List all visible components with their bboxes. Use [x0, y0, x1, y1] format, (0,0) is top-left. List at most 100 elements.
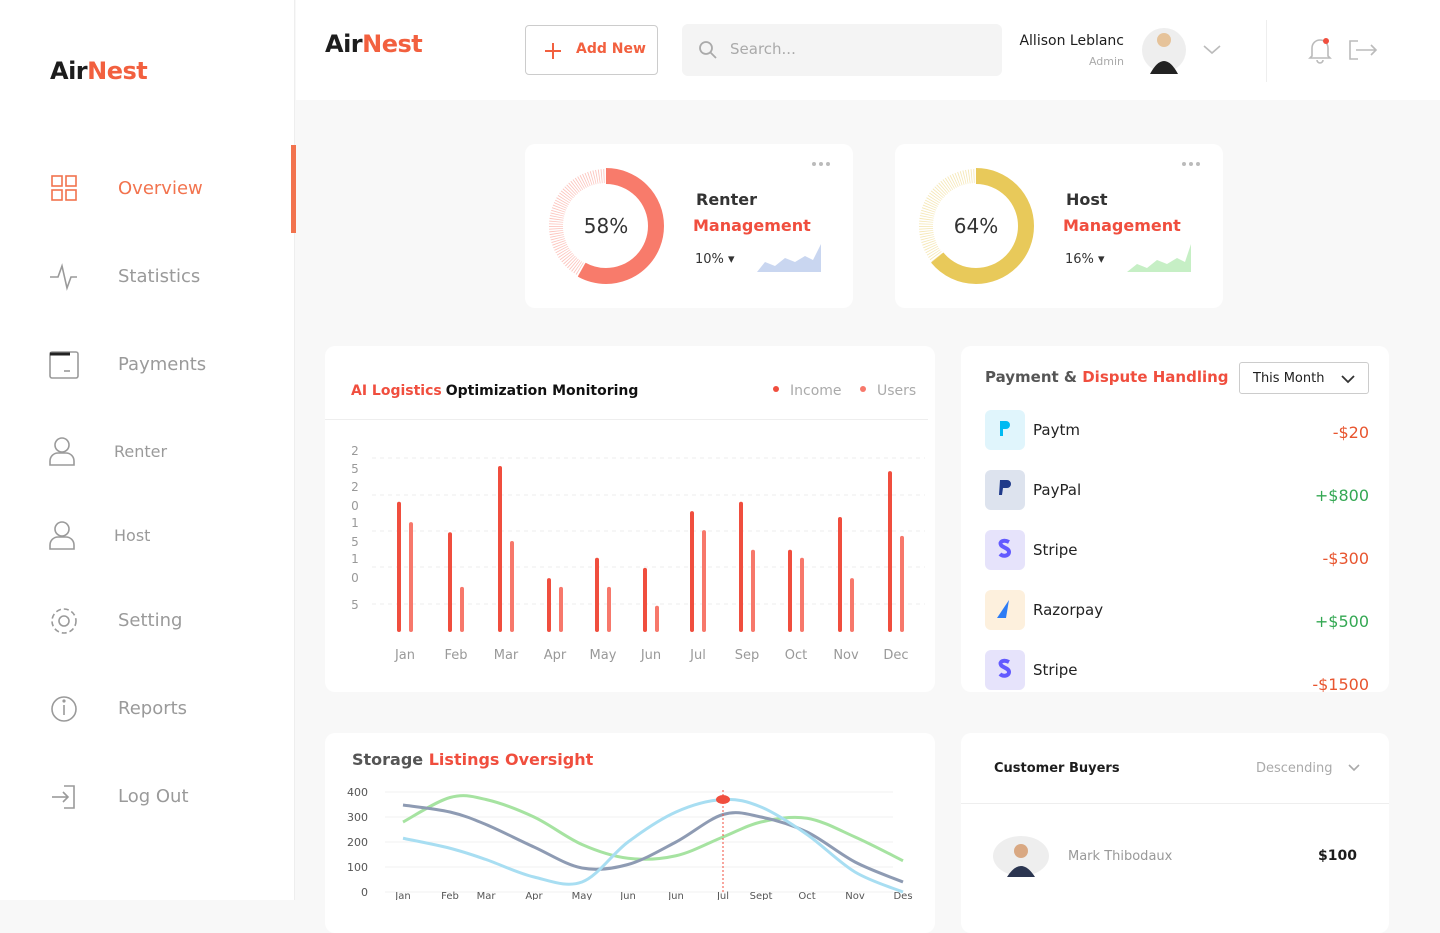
sidebar: AirNest Overview Statistics Payments Ren…: [0, 0, 296, 900]
logo-bg: [985, 410, 1025, 450]
nav-item[interactable]: Reports: [118, 698, 188, 719]
active-indicator: [291, 145, 296, 233]
renter-card: Renter Management 10% ▾: [525, 144, 853, 308]
filter-label: This Month: [1253, 371, 1325, 386]
icon-logout: [52, 785, 75, 809]
nav-item[interactable]: Setting: [118, 610, 183, 631]
card-change: 10% ▾: [695, 252, 735, 267]
storage-title: Storage Listings Oversight: [352, 750, 593, 769]
payment-logo: [985, 590, 1025, 630]
logo-glyph: [1000, 421, 1010, 436]
logo-glyph: [998, 538, 1012, 558]
user-widget[interactable]: [1142, 24, 1242, 78]
logo-second: Nest: [87, 57, 148, 85]
avatar-face: [1157, 33, 1171, 47]
logo-second: Nest: [362, 30, 423, 58]
customer-amount: $100: [1318, 848, 1357, 864]
card-title: Host: [1066, 190, 1108, 209]
host-card: Host Management 16% ▾: [895, 144, 1223, 308]
nav-item[interactable]: Overview: [118, 178, 203, 199]
add-new-button[interactable]: Add New: [525, 25, 658, 75]
search-placeholder: Search...: [730, 40, 796, 58]
payment-logo: [985, 650, 1025, 690]
payments-card: Payment & Dispute Handling This Month Pa…: [961, 346, 1389, 692]
change-value: 16%: [1065, 252, 1094, 267]
logo-glyph: [997, 600, 1009, 618]
logo[interactable]: AirNest: [325, 30, 423, 58]
logo-glyph: [999, 480, 1011, 495]
icon-host: [49, 521, 75, 550]
customer-name: Mark Thibodaux: [1068, 849, 1173, 864]
logo-glyph: [998, 658, 1012, 678]
add-new-label: Add New: [576, 41, 646, 57]
payment-name: Stripe: [1033, 661, 1078, 679]
logo-first: Air: [325, 30, 363, 58]
payment-name: PayPal: [1033, 481, 1082, 499]
card-title: Renter: [696, 190, 757, 209]
logo-bg: [985, 470, 1025, 510]
customer-avatar: [993, 836, 1049, 877]
sparkline: [757, 244, 821, 272]
payment-amount: -$20: [1332, 423, 1369, 442]
nav-item[interactable]: Host: [114, 526, 151, 545]
logo[interactable]: AirNest: [50, 57, 148, 85]
nav-item[interactable]: Log Out: [118, 786, 189, 807]
plus-icon: [545, 43, 561, 59]
payment-name: Paytm: [1033, 421, 1080, 439]
payment-amount: +$800: [1314, 486, 1369, 505]
logo-first: Air: [50, 57, 88, 85]
storage-card: Storage Listings Oversight: [325, 733, 935, 933]
card-change: 16% ▾: [1065, 252, 1105, 267]
header-icons: [1308, 38, 1378, 64]
avatar: [1142, 28, 1186, 72]
chevron: [1348, 764, 1360, 772]
nav-item[interactable]: Payments: [118, 354, 207, 375]
logout-icon[interactable]: [1349, 40, 1378, 60]
title-highlight: Listings Oversight: [428, 750, 594, 769]
sparkline: [1127, 244, 1191, 272]
title-first: Storage: [352, 750, 424, 769]
nav-item[interactable]: Renter: [114, 442, 168, 461]
icon-setting: [51, 608, 77, 634]
avatar-body: [1150, 61, 1178, 74]
title-highlight: Dispute Handling: [1082, 368, 1229, 386]
payment-logo: [985, 530, 1025, 570]
icon-statistics: [50, 263, 77, 291]
divider: [1266, 20, 1267, 82]
user-name: Allison Leblanc: [1019, 33, 1124, 49]
page: AirNest Overview Statistics Payments Ren…: [0, 0, 1440, 900]
payment-logo: [985, 470, 1025, 510]
logistics-card: [325, 346, 935, 692]
divider: [961, 803, 1389, 804]
customers-title: Customer Buyers: [994, 761, 1120, 776]
icon-renter: [49, 437, 75, 466]
customers-card: Customer Buyers Descending Mark Thibodau…: [961, 733, 1389, 933]
user-role: Admin: [1088, 55, 1124, 68]
change-value: 10%: [695, 252, 724, 267]
search-icon: [699, 41, 717, 59]
notification-dot: [1323, 38, 1329, 44]
sort-dropdown[interactable]: Descending: [1256, 761, 1333, 776]
nav-icons: [49, 175, 79, 809]
more-menu[interactable]: [810, 160, 834, 168]
icon-payments: [49, 351, 79, 379]
payment-name: Razorpay: [1033, 601, 1104, 619]
icon-overview: [51, 175, 77, 201]
title-first: Payment &: [985, 368, 1077, 386]
payment-logo: [985, 410, 1025, 450]
filter-dropdown[interactable]: This Month: [1239, 362, 1369, 394]
payments-title: Payment & Dispute Handling: [985, 368, 1229, 386]
more-menu[interactable]: [1180, 160, 1204, 168]
icon-reports: [51, 696, 77, 722]
payment-amount: -$300: [1322, 549, 1370, 568]
nav-item[interactable]: Statistics: [118, 266, 201, 287]
header: AirNest Add New Search... Allison Leblan…: [296, 0, 1440, 100]
payment-amount: +$500: [1314, 612, 1369, 631]
card-subtitle: Management: [693, 216, 811, 235]
chevron: [1341, 375, 1355, 384]
payment-name: Stripe: [1033, 541, 1078, 559]
chevron: [1203, 45, 1221, 55]
search-box[interactable]: Search...: [682, 24, 1002, 76]
card-subtitle: Management: [1063, 216, 1181, 235]
divider: [325, 419, 928, 420]
